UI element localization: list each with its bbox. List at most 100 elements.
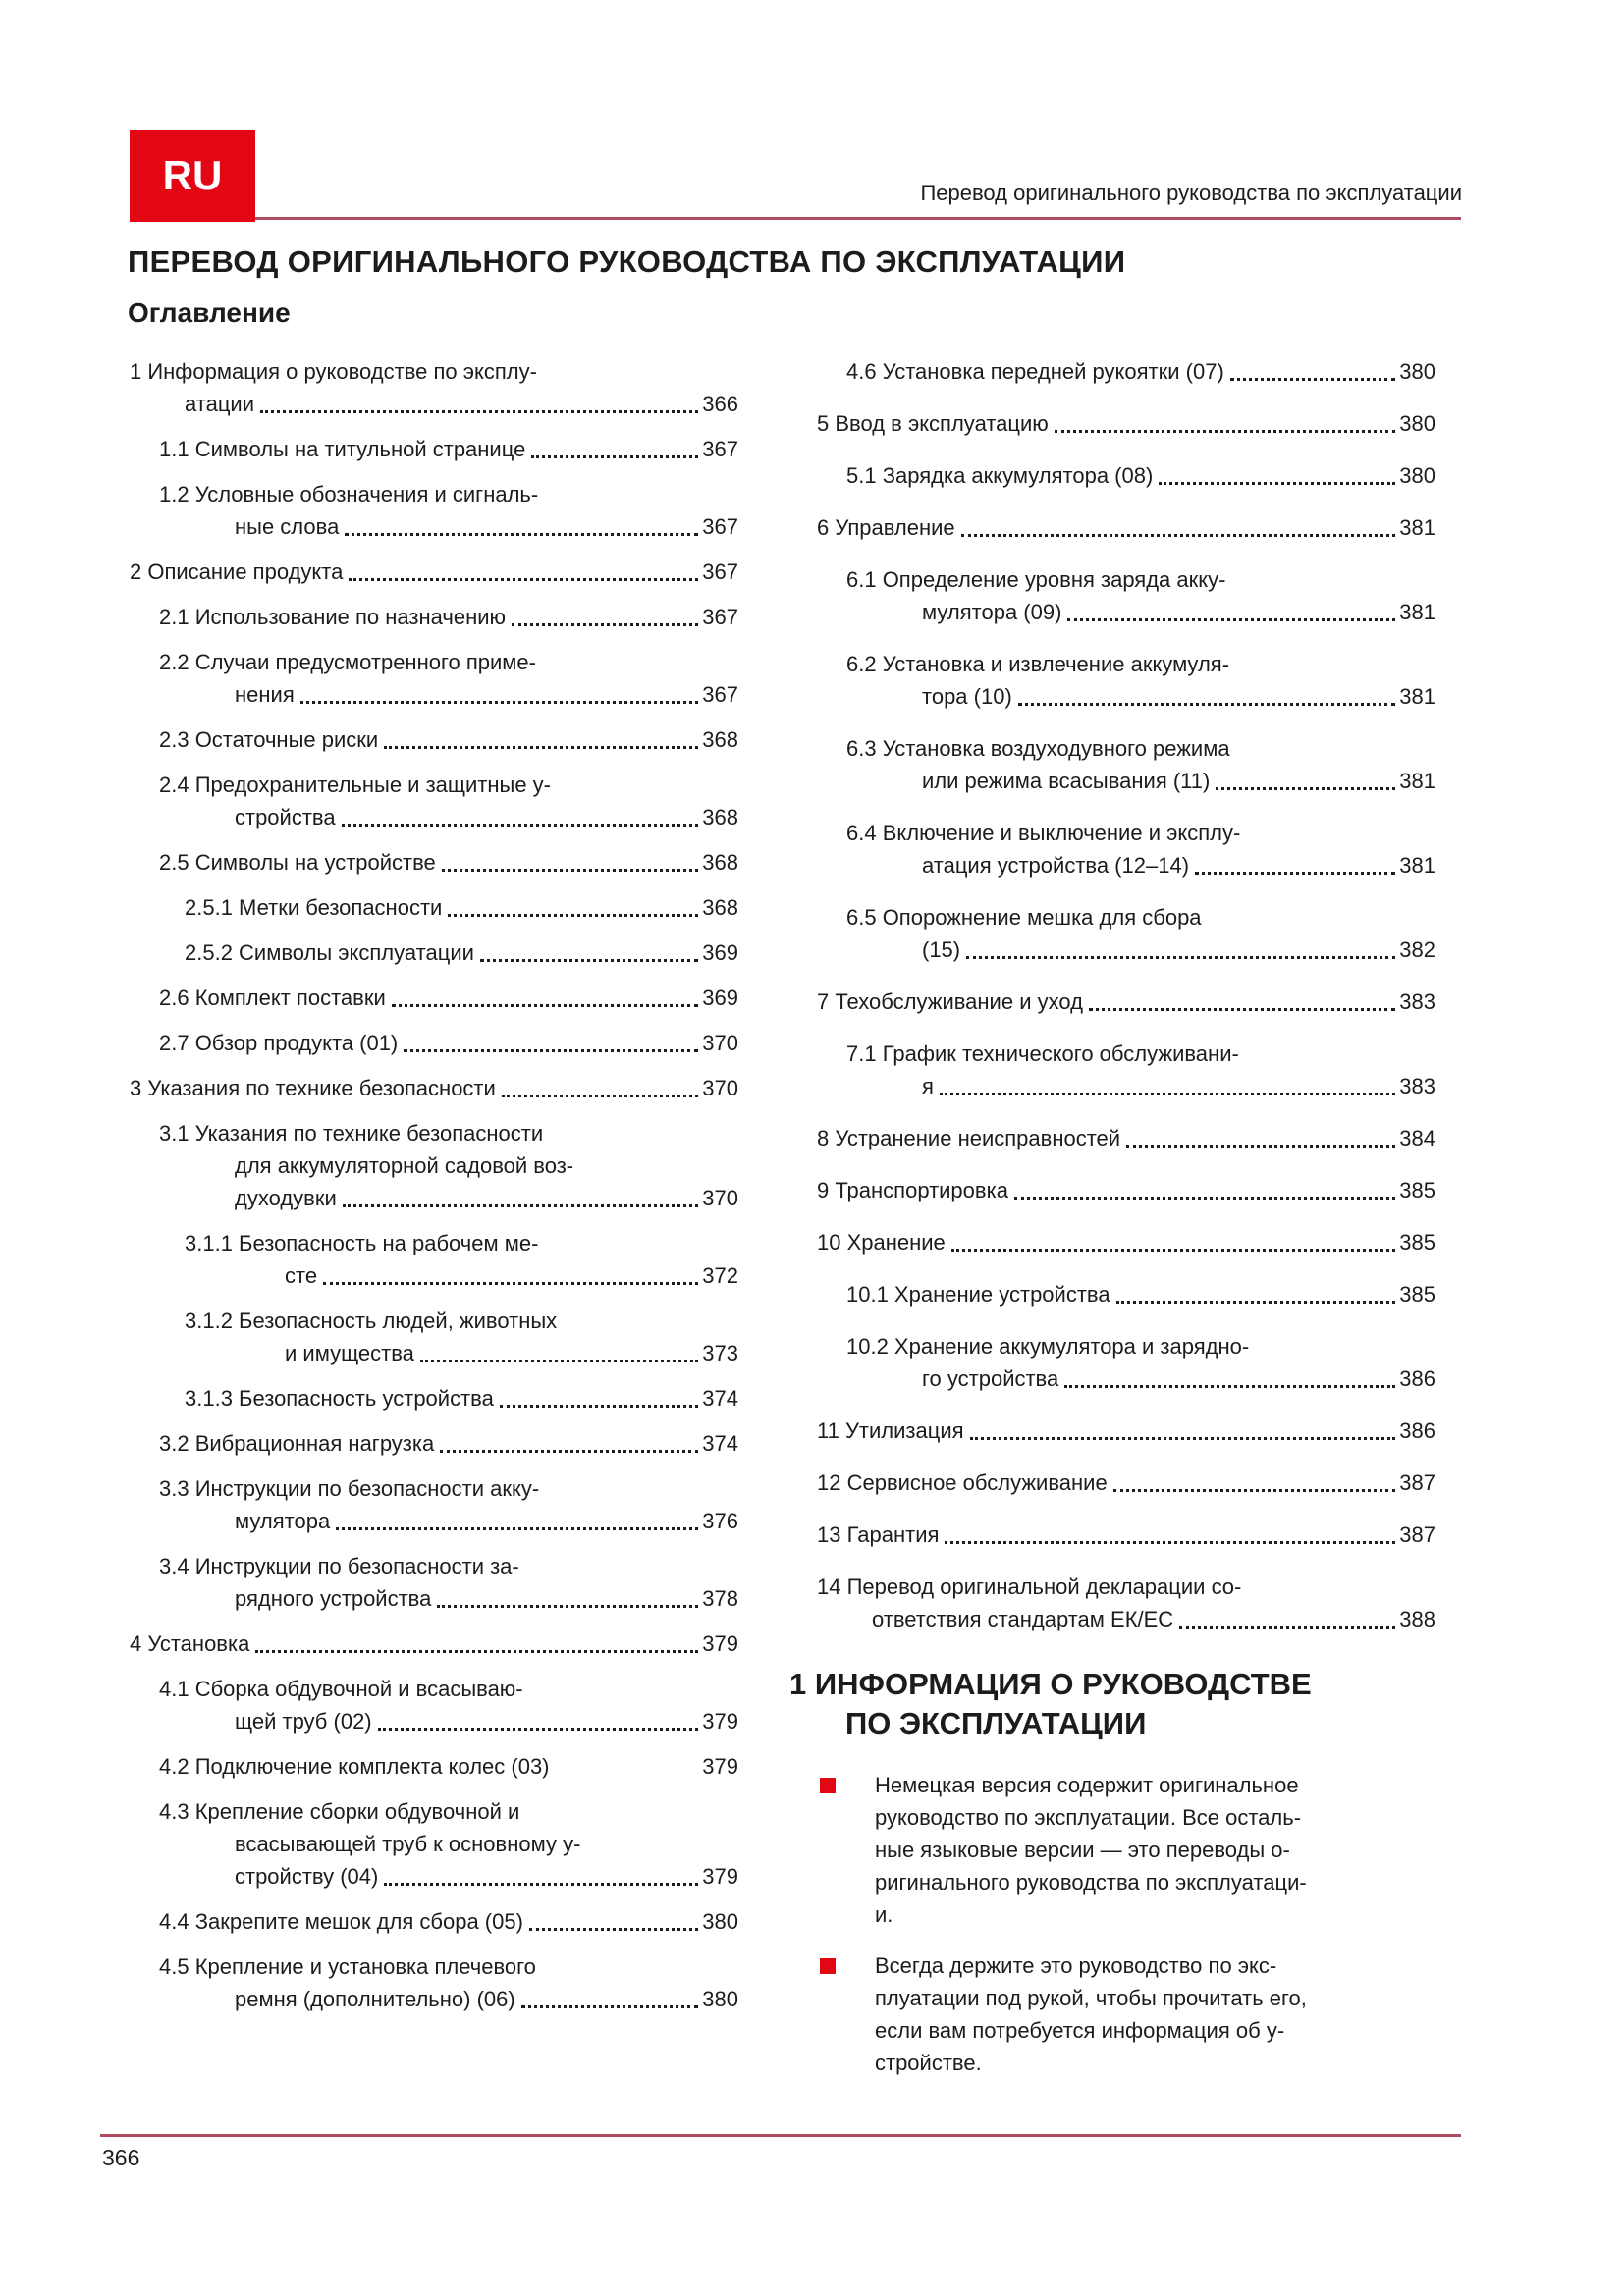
toc-entry: 10.2 Хранение аккумулятора и зарядно-го … [789,1330,1435,1395]
toc-leader-dots [419,1360,699,1362]
toc-entry: 4.5 Крепление и установка плечевого ремня… [102,1950,738,2015]
toc-entry-text: 7.1 График технического обслуживани- [846,1041,1239,1066]
toc-entry-text: 9 Транспортировка [817,1178,1008,1202]
toc-entry-text: 4.4 Закрепите мешок для сбора (05) [159,1909,523,1934]
toc-leader-dots [377,1728,699,1731]
toc-line: ные слова 367 [102,510,738,543]
toc-entry: 3.4 Инструкции по безопасности за-рядног… [102,1550,738,1615]
bullet-line: Немецкая версия содержит оригинальное [875,1773,1299,1797]
footer-page-number: 366 [102,2145,140,2170]
toc-entry-text: 6.1 Определение уровня заряда акку- [846,567,1226,592]
toc-page-number: 373 [702,1341,738,1365]
toc-entry-text: 8 Устранение неисправностей [817,1126,1121,1150]
toc-page-number: 380 [702,1909,738,1934]
info-heading-line1: 1 ИНФОРМАЦИЯ О РУКОВОДСТВЕ [789,1667,1312,1701]
toc-page-number: 367 [702,605,738,629]
toc-line: 7.1 График технического обслуживани- [789,1038,1435,1070]
bullet-line: если вам потребуется информация об у- [875,2018,1285,2043]
toc-line: 14 Перевод оригинальной декларации со- [789,1571,1435,1603]
toc-leader-dots [437,1605,699,1608]
toc-line: мулятора (09) 381 [789,596,1435,628]
footer-rule [100,2134,1461,2137]
toc-leader-dots [969,1437,1396,1440]
toc-line: 5.1 Зарядка аккумулятора (08) 380 [789,459,1435,492]
toc-entry-text: 1 Информация о руководстве по эксплу- [130,359,537,384]
toc-entry-text: ответствия стандартам ЕК/ЕС [872,1607,1174,1631]
toc-entry-text: 3.3 Инструкции по безопасности акку- [159,1476,540,1501]
header-rule [130,217,1461,220]
toc-entry-text: 2.2 Случаи предусмотренного приме- [159,650,536,674]
toc-page-number: 384 [1399,1126,1435,1150]
info-bullet-list: Немецкая версия содержит оригинальное рук… [789,1769,1435,2079]
toc-entry: 3.1.2 Безопасность людей, животных и имущ… [102,1305,738,1369]
toc-line: 2.5.1 Метки безопасности 368 [102,891,738,924]
toc-entry-text: 2.3 Остаточные риски [159,727,379,752]
toc-leader-dots [349,578,699,581]
toc-entry-text: 10.1 Хранение устройства [846,1282,1110,1307]
toc-line: стройству (04) 379 [102,1860,738,1893]
toc-entry: 5 Ввод в эксплуатацию 380 [789,407,1435,440]
toc-entry-text: 1.2 Условные обозначения и сигналь- [159,482,539,507]
toc-page-number: 381 [1399,769,1435,793]
toc-leader-dots [966,956,1396,959]
toc-entry: 6.3 Установка воздуходувного режима или р… [789,732,1435,797]
toc-entry-text: ремня (дополнительно) (06) [235,1987,515,2011]
language-badge: RU [130,130,255,222]
toc-line: 4.3 Крепление сборки обдувочной и [102,1795,738,1828]
toc-leader-dots [323,1282,699,1285]
bullet-text: Немецкая версия содержит оригинальное рук… [836,1769,1307,1931]
toc-line: ответствия стандартам ЕК/ЕС 388 [789,1603,1435,1635]
toc-line: 12 Сервисное обслуживание 387 [789,1467,1435,1499]
info-bullet: Немецкая версия содержит оригинальное рук… [789,1769,1435,1931]
toc-entry-text: 2.5.1 Метки безопасности [185,895,443,920]
toc-entry-text: всасывающей труб к основному у- [235,1832,581,1856]
toc-entry: 2.3 Остаточные риски 368 [102,723,738,756]
toc-entry: 2.5.2 Символы эксплуатации 369 [102,936,738,969]
toc-entry-text: тора (10) [922,684,1012,709]
toc-page-number: 376 [702,1509,738,1533]
toc-entry: 3.1 Указания по технике безопасности для … [102,1117,738,1214]
toc-leader-dots [501,1095,699,1097]
toc-line: 6.1 Определение уровня заряда акку- [789,563,1435,596]
toc-page-number: 374 [702,1431,738,1456]
toc-entry: 1.1 Символы на титульной странице 367 [102,433,738,465]
toc-entry-text: (15) [922,937,961,962]
toc-line: 2.4 Предохранительные и защитные у- [102,769,738,801]
toc-line: 2.5 Символы на устройстве 368 [102,846,738,879]
toc-leader-dots [1179,1626,1396,1629]
toc-leader-dots [531,455,699,458]
toc-page-number: 374 [702,1386,738,1411]
toc-entry: 2 Описание продукта 367 [102,556,738,588]
toc-entry-text: 4.5 Крепление и установка плечевого [159,1954,536,1979]
toc-line: 4.1 Сборка обдувочной и всасываю- [102,1673,738,1705]
toc-page-number: 368 [702,895,738,920]
toc-page-number: 380 [1399,463,1435,488]
toc-entry: 3.1.1 Безопасность на рабочем ме-сте 372 [102,1227,738,1292]
toc-leader-dots [520,2005,699,2008]
toc-line: 3.1 Указания по технике безопасности [102,1117,738,1149]
toc-leader-dots [345,533,699,536]
toc-line: 9 Транспортировка 385 [789,1174,1435,1206]
toc-entry: 13 Гарантия 387 [789,1519,1435,1551]
toc-entry: 11 Утилизация 386 [789,1415,1435,1447]
toc-entry: 4.4 Закрепите мешок для сбора (05) 380 [102,1905,738,1938]
toc-column-left: 1 Информация о руководстве по эксплу-ата… [102,355,738,2028]
toc-entry-text: 6.2 Установка и извлечение аккумуля- [846,652,1230,676]
toc-page-number: 380 [702,1987,738,2011]
toc-line: 3.1.3 Безопасность устройства 374 [102,1382,738,1415]
toc-page-number: 387 [1399,1522,1435,1547]
toc-entries-right: 4.6 Установка передней рукоятки (07) 380 5… [789,355,1435,1635]
toc-page-number: 386 [1399,1418,1435,1443]
toc-entry-text: 3.4 Инструкции по безопасности за- [159,1554,519,1578]
toc-entry-text: 4.2 Подключение комплекта колес (03) [159,1754,550,1779]
toc-line: 6.4 Включение и выключение и эксплу- [789,817,1435,849]
toc-line: 6 Управление 381 [789,511,1435,544]
toc-page-number: 370 [702,1031,738,1055]
toc-entry-text: 2.5.2 Символы эксплуатации [185,940,474,965]
toc-entry-text: 3.1 Указания по технике безопасности [159,1121,544,1146]
toc-leader-dots [945,1541,1396,1544]
toc-line: (15) 382 [789,934,1435,966]
toc-line: 3.3 Инструкции по безопасности акку- [102,1472,738,1505]
toc-line: 2.5.2 Символы эксплуатации 369 [102,936,738,969]
